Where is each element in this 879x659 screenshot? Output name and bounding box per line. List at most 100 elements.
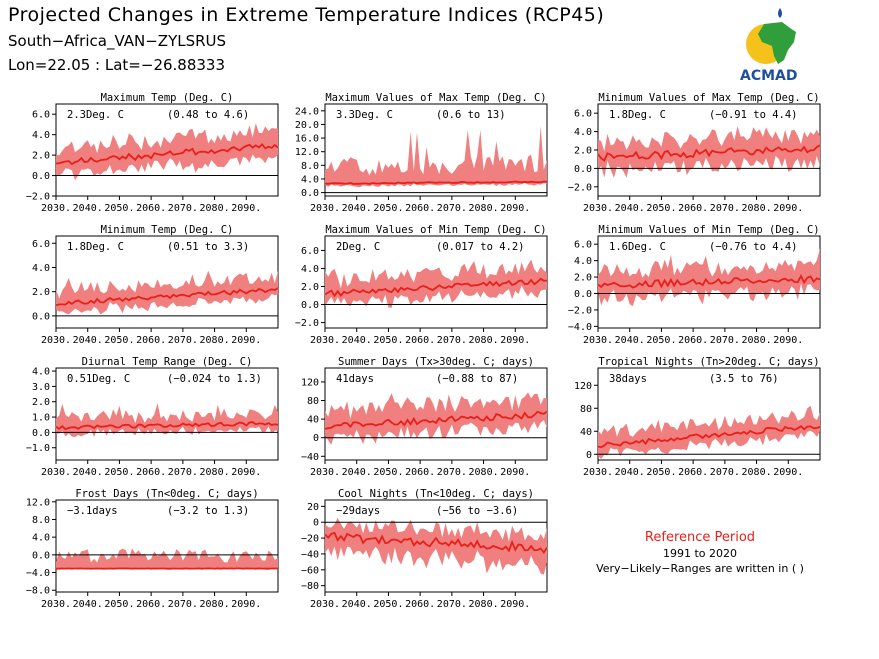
- x-tick-label: 2050.: [646, 335, 676, 346]
- y-tick-label: 120: [301, 377, 319, 388]
- y-tick-label: −40: [301, 452, 319, 463]
- chart-panel: 0.0 4.0 8.0 12.0 16.0 20.0 24.0 2030. 2040. 2050.…: [295, 92, 548, 214]
- x-tick-label: 2030.: [583, 467, 613, 478]
- y-tick-label: 0.0: [32, 550, 50, 561]
- very-likely-range-band: [56, 270, 278, 315]
- y-tick-label: 6.0: [32, 239, 50, 250]
- ensemble-mean-line: [324, 180, 548, 185]
- x-tick-label: 2040.: [73, 599, 103, 610]
- x-tick-label: 2070.: [437, 599, 467, 610]
- x-tick-label: 2090.: [231, 203, 261, 214]
- x-tick-label: 2040.: [73, 335, 103, 346]
- very-likely-range-band: [56, 403, 278, 437]
- x-tick-label: 2060.: [405, 467, 435, 478]
- y-tick-label: 16.0: [295, 134, 319, 145]
- x-tick-label: 2030.: [310, 335, 340, 346]
- x-tick-label: 2030.: [583, 203, 613, 214]
- x-tick-label: 2080.: [469, 335, 499, 346]
- ensemble-mean-line: [597, 144, 821, 162]
- logo-text: ACMAD: [740, 68, 798, 84]
- y-tick-label: 4.0: [32, 367, 50, 378]
- x-tick-label: 2040.: [342, 599, 372, 610]
- x-tick-label: 2080.: [742, 467, 772, 478]
- x-tick-label: 2050.: [104, 335, 134, 346]
- chart-title: Frost Days (Tn<0deg. C; days): [75, 488, 258, 500]
- x-tick-label: 2070.: [437, 467, 467, 478]
- range-label: (−0.91 to 4.4): [709, 109, 798, 121]
- range-label: (−3.2 to 1.3): [167, 505, 249, 517]
- very-likely-range-band: [56, 548, 278, 570]
- chart-panel: 0.0 2.0 4.0 6.0 2030. 2040. 2050. 2060. 2070. 208…: [32, 224, 279, 346]
- x-tick-label: 2060.: [405, 203, 435, 214]
- very-likely-range-band: [598, 126, 820, 178]
- chart-panel: −8.0 −4.0 0.0 4.0 8.0 12.0 2030. 2040. 2050. 2060…: [26, 488, 279, 610]
- chart-panel: −80 −60 −40 −20 0 20 2030. 2040. 2050. 2060. 2070.…: [301, 488, 548, 610]
- x-tick-label: 2040.: [342, 467, 372, 478]
- chart-title: Tropical Nights (Tn>20deg. C; days): [598, 356, 819, 368]
- y-tick-label: 1.0: [32, 413, 50, 424]
- y-tick-label: 0.0: [32, 171, 50, 182]
- acmad-logo: ACMAD: [740, 8, 798, 84]
- y-tick-label: −4.0: [568, 322, 592, 333]
- range-label: (−0.88 to 87): [436, 373, 518, 385]
- x-tick-label: 2090.: [231, 467, 261, 478]
- x-tick-label: 2090.: [773, 335, 803, 346]
- chart-title: Cool Nights (Tn<10deg. C; days): [338, 488, 534, 500]
- x-tick-label: 2040.: [342, 203, 372, 214]
- range-label: (3.5 to 76): [709, 373, 779, 385]
- x-tick-label: 2050.: [373, 599, 403, 610]
- y-tick-label: −4.0: [26, 568, 50, 579]
- y-tick-label: 8.0: [32, 515, 50, 526]
- y-tick-label: 4.0: [574, 127, 592, 138]
- x-tick-label: 2050.: [104, 599, 134, 610]
- x-tick-label: 2030.: [310, 203, 340, 214]
- y-tick-label: −2.0: [568, 182, 592, 193]
- x-tick-label: 2040.: [615, 467, 645, 478]
- very-likely-range-band: [325, 392, 547, 445]
- y-tick-label: 4.0: [301, 264, 319, 275]
- chart-title: Diurnal Temp Range (Deg. C): [82, 356, 253, 368]
- y-tick-label: 12.0: [26, 497, 50, 508]
- drop-icon: [778, 8, 782, 18]
- y-tick-label: 2.0: [32, 287, 50, 298]
- y-tick-label: 6.0: [574, 240, 592, 251]
- range-label: (−0.024 to 1.3): [167, 373, 262, 385]
- y-tick-label: −2.0: [295, 318, 319, 329]
- x-tick-label: 2060.: [136, 203, 166, 214]
- x-tick-label: 2080.: [469, 467, 499, 478]
- x-tick-label: 2060.: [405, 335, 435, 346]
- x-tick-label: 2050.: [646, 203, 676, 214]
- y-tick-label: 4.0: [32, 533, 50, 544]
- x-tick-label: 2070.: [168, 467, 198, 478]
- reference-block: Reference Period 1991 to 2020 Very−Likel…: [590, 530, 810, 575]
- x-tick-label: 2030.: [41, 467, 71, 478]
- y-tick-label: 6.0: [32, 110, 50, 121]
- x-tick-label: 2030.: [41, 335, 71, 346]
- x-tick-label: 2080.: [742, 335, 772, 346]
- chart-title: Minimum Values of Max Temp (Deg. C): [598, 92, 819, 104]
- range-label: (0.51 to 3.3): [167, 241, 249, 253]
- x-tick-label: 2060.: [678, 335, 708, 346]
- y-tick-label: 0: [313, 433, 319, 444]
- ensemble-mean-line: [324, 410, 548, 430]
- ensemble-mean-line: [597, 425, 821, 449]
- y-tick-label: 80: [307, 396, 319, 407]
- very-likely-range-band: [598, 248, 820, 307]
- range-label: (−56 to −3.6): [436, 505, 518, 517]
- change-label: 41days: [336, 373, 374, 385]
- y-tick-label: 8.0: [301, 161, 319, 172]
- ensemble-mean-line: [56, 142, 279, 166]
- x-tick-label: 2090.: [500, 335, 530, 346]
- y-tick-label: 6.0: [301, 246, 319, 257]
- x-tick-label: 2040.: [73, 203, 103, 214]
- x-tick-label: 2070.: [168, 203, 198, 214]
- change-label: 2.3Deg. C: [67, 109, 124, 121]
- y-tick-label: 40: [580, 427, 592, 438]
- y-tick-label: 4.0: [301, 174, 319, 185]
- y-tick-label: 0: [313, 518, 319, 529]
- y-tick-label: 4.0: [32, 130, 50, 141]
- coordinates-label: Lon=22.05 : Lat=−26.88333: [8, 56, 226, 74]
